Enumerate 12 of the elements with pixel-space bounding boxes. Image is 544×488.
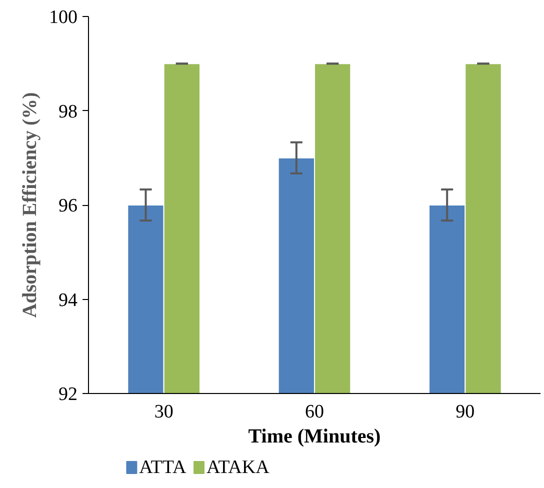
- y-axis-title: Adsorption Efficiency (%): [19, 92, 41, 318]
- x-tick-label: 60: [305, 402, 324, 422]
- y-tick-label: 96: [58, 196, 78, 216]
- x-tick-label: 30: [154, 402, 174, 422]
- y-tick-label: 100: [49, 7, 78, 28]
- y-tick-label: 92: [58, 384, 78, 405]
- x-axis-title: Time (Minutes): [248, 426, 381, 448]
- y-tick-label: 98: [58, 101, 78, 122]
- y-tick-label: 94: [58, 290, 78, 311]
- x-tick-label: 90: [456, 402, 475, 422]
- legend-label: ATAKA: [206, 457, 270, 478]
- legend-label: ATTA: [139, 457, 186, 478]
